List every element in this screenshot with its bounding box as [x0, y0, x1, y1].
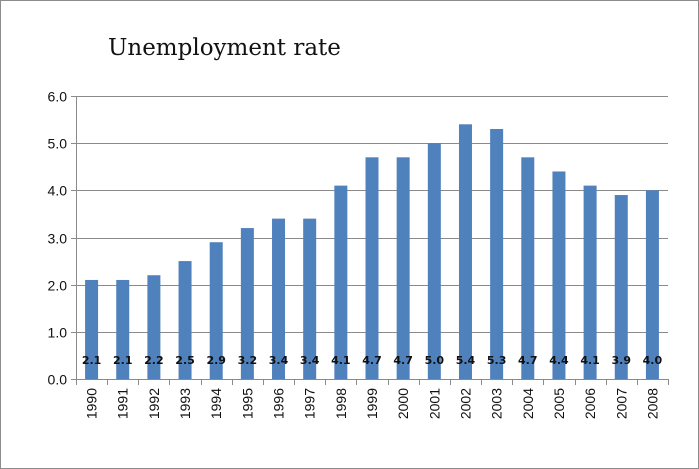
y-tick-label: 4.0 [48, 183, 68, 199]
data-labels: 2.1 2.1 2.2 2.5 2.9 3.2 3.4 3.4 4.1 4.7 4.7 5.0 5.4 5… [82, 354, 663, 367]
bar [116, 279, 130, 379]
x-tick-label: 1990 [84, 388, 100, 419]
x-tick-label: 2002 [457, 388, 473, 419]
bar [303, 218, 317, 379]
bars [85, 124, 659, 379]
x-axis-ticks: 1990 1991 1992 1993 1994 1995 1996 1997 1998 1999… [84, 388, 661, 419]
bar [552, 171, 566, 379]
y-tick-label: 5.0 [48, 136, 68, 152]
data-label: 4.7 [393, 354, 413, 367]
data-label: 5.0 [425, 354, 445, 367]
x-tick-label: 1993 [177, 388, 193, 419]
data-label: 4.7 [518, 354, 538, 367]
bar [272, 218, 286, 379]
data-label: 2.1 [82, 354, 102, 367]
bar [178, 261, 192, 379]
bar [614, 195, 628, 379]
data-label: 3.4 [300, 354, 320, 367]
data-label: 4.4 [549, 354, 569, 367]
y-tick-label: 3.0 [48, 231, 68, 247]
data-label: 2.9 [206, 354, 226, 367]
data-label: 3.2 [238, 354, 258, 367]
y-axis-ticks: 0.0 1.0 2.0 3.0 4.0 5.0 6.0 [48, 89, 68, 388]
x-tick-label: 2000 [395, 388, 411, 419]
x-tick-label: 1992 [146, 388, 162, 419]
data-label: 4.1 [580, 354, 600, 367]
data-label: 2.1 [113, 354, 133, 367]
data-label: 3.4 [269, 354, 289, 367]
x-tick-label: 2005 [551, 388, 567, 419]
data-label: 4.1 [331, 354, 351, 367]
bar [427, 143, 441, 379]
x-tick-label: 1999 [364, 388, 380, 419]
y-tick-label: 2.0 [48, 278, 68, 294]
x-tick-label: 1997 [302, 388, 318, 419]
bar [521, 157, 535, 379]
bar [490, 129, 504, 379]
x-tick-label: 1998 [333, 388, 349, 419]
bar [147, 275, 161, 379]
bar [85, 279, 99, 379]
data-label: 5.3 [487, 354, 507, 367]
bar [334, 185, 348, 379]
data-label: 3.9 [612, 354, 632, 367]
y-tick-label: 0.0 [48, 372, 68, 388]
x-tick-label: 2001 [426, 388, 442, 419]
x-tick-label: 1995 [239, 388, 255, 419]
data-label: 4.7 [362, 354, 382, 367]
x-tick-label: 2007 [613, 388, 629, 419]
x-tick-label: 2006 [582, 388, 598, 419]
data-label: 5.4 [456, 354, 476, 367]
data-label: 4.0 [643, 354, 663, 367]
bar [365, 157, 379, 379]
chart-title: Unemployment rate [108, 35, 341, 61]
data-label: 2.5 [175, 354, 195, 367]
bar [458, 124, 472, 379]
x-tick-label: 1996 [271, 388, 287, 419]
x-tick-label: 1991 [115, 388, 131, 419]
bar [645, 190, 659, 379]
bar [396, 157, 410, 379]
data-label: 2.2 [144, 354, 164, 367]
x-tick-label: 1994 [208, 388, 224, 419]
bar [209, 242, 223, 379]
bar [240, 228, 254, 379]
x-tick-label: 2003 [489, 388, 505, 419]
x-tick-label: 2008 [644, 388, 660, 419]
y-tick-label: 6.0 [48, 89, 68, 105]
bar [583, 185, 597, 379]
y-tick-label: 1.0 [48, 325, 68, 341]
x-tick-label: 2004 [520, 388, 536, 419]
